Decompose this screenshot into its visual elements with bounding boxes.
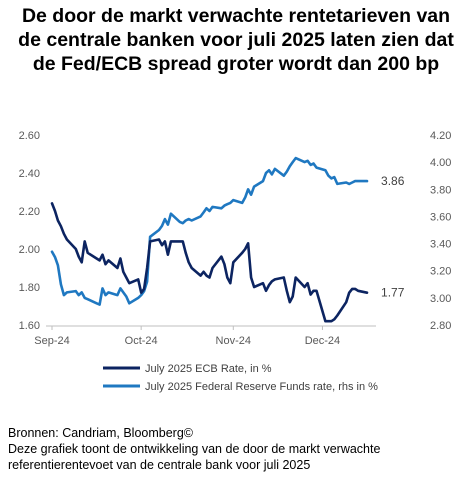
y-left-tick-label: 1.60 [19, 320, 40, 332]
y-left-tick-label: 1.80 [19, 282, 40, 294]
x-tick-label: Dec-24 [305, 335, 340, 347]
ecb-end-label: 1.77 [381, 286, 405, 300]
source-note: Bronnen: Candriam, Bloomberg© [8, 426, 193, 440]
labels-layer: 3.86 1.77 [381, 174, 405, 300]
y-right-tick-label: 4.20 [430, 130, 451, 142]
fed-end-label: 3.86 [381, 174, 405, 188]
fed-rate-line [50, 156, 369, 306]
y-right-tick-label: 3.80 [430, 184, 451, 196]
x-tick-label: Nov-24 [216, 335, 251, 347]
x-tick-label: Sep-24 [34, 335, 69, 347]
y-right-tick-label: 3.60 [430, 211, 451, 223]
y-right-tick-label: 3.40 [430, 239, 451, 251]
legend-label-ecb: July 2025 ECB Rate, in % [145, 363, 272, 375]
y-left-tick-label: 2.60 [19, 130, 40, 142]
y-right-tick-label: 3.00 [430, 293, 451, 305]
y-left-tick-label: 2.40 [19, 168, 40, 180]
footnote: Bronnen: Candriam, Bloomberg© Deze grafi… [8, 425, 468, 473]
y-right-tick-label: 2.80 [430, 320, 451, 332]
y-left-tick-label: 2.00 [19, 244, 40, 256]
series-layer [50, 156, 369, 323]
legend-label-fed: July 2025 Federal Reserve Funds rate, rh… [145, 381, 378, 393]
chart-caption: Deze grafiek toont de ontwikkeling van d… [8, 442, 381, 472]
chart-axes: 1.60 1.80 2.00 2.20 2.40 2.60 2.80 3.00 3.20 3.40… [19, 130, 452, 347]
chart-title: De door de markt verwachte rentetarieven… [18, 5, 454, 75]
y-right-tick-label: 3.20 [430, 266, 451, 278]
ecb-rate-line [50, 202, 369, 323]
x-tick-label: Oct-24 [125, 335, 158, 347]
chart-legend: July 2025 ECB Rate, in % July 2025 Federa… [103, 363, 378, 393]
y-left-tick-label: 2.20 [19, 206, 40, 218]
y-right-tick-label: 4.00 [430, 157, 451, 169]
line-chart: 1.60 1.80 2.00 2.20 2.40 2.60 2.80 3.00 3.20 3.40… [19, 130, 452, 393]
